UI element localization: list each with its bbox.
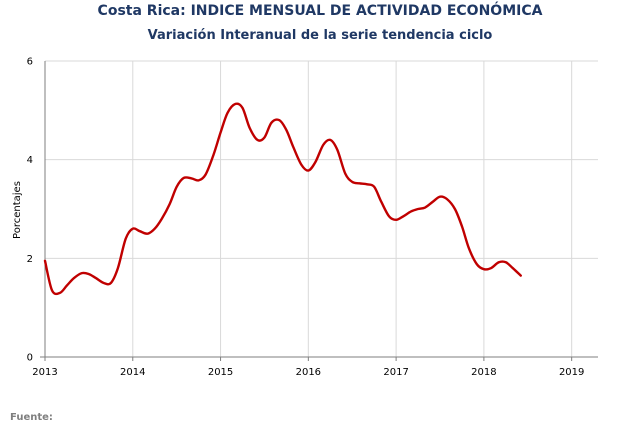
y-axis-label: Porcentajes <box>12 181 23 239</box>
x-tick-label: 2016 <box>296 367 321 378</box>
x-tick-label: 2017 <box>383 367 408 378</box>
series-line-0 <box>43 102 522 296</box>
x-tick-label: 2015 <box>208 367 233 378</box>
source-footer: Fuente: <box>10 412 53 423</box>
x-tick-labels: 2013 2014 2015 2016 2017 2018 2019 <box>32 367 584 378</box>
x-tick-label: 2014 <box>120 367 145 378</box>
chart-title: Costa Rica: INDICE MENSUAL DE ACTIVIDAD … <box>97 3 543 19</box>
grid-lines <box>45 60 598 357</box>
y-tick-label: 0 <box>27 353 33 364</box>
x-tick-label: 2018 <box>471 367 496 378</box>
chart-subtitle: Variación Interanual de la serie tendenc… <box>147 28 493 43</box>
x-tick-label: 2019 <box>559 367 584 378</box>
y-tick-label: 6 <box>27 57 33 68</box>
y-tick-label: 2 <box>27 254 33 265</box>
axes <box>40 61 598 361</box>
x-tick-label: 2013 <box>32 367 57 378</box>
y-tick-label: 4 <box>27 155 33 166</box>
y-tick-labels: 0 2 4 6 <box>27 57 33 364</box>
series-group <box>43 102 522 296</box>
